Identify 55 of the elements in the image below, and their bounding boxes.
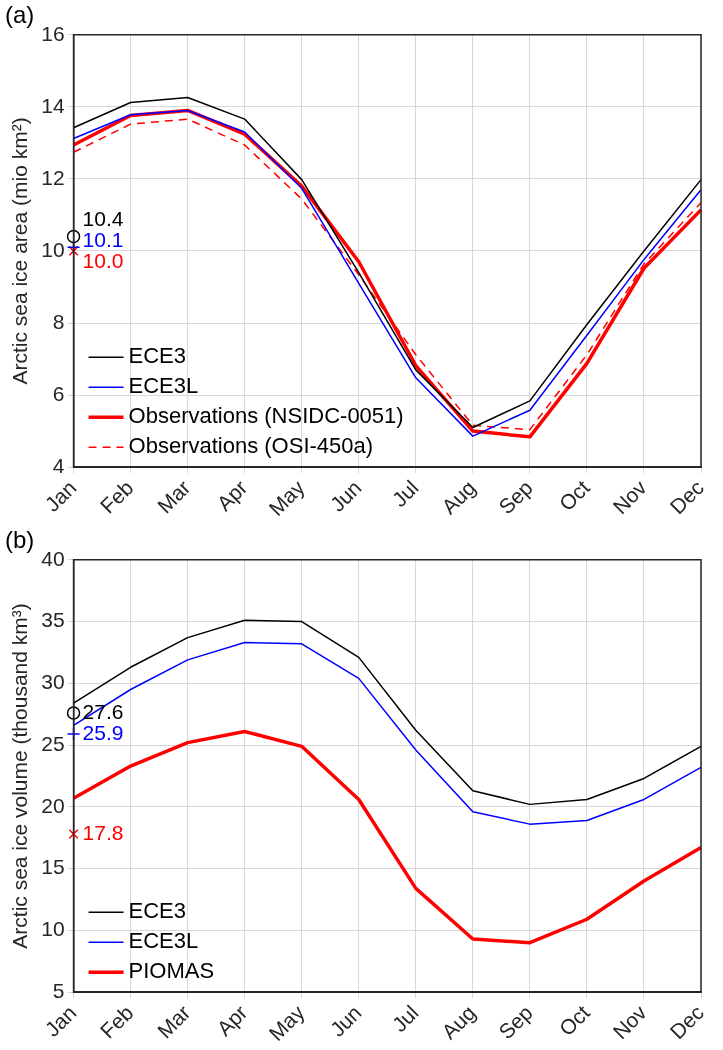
chart-title: (a) <box>5 1 35 29</box>
x-tick-label: Nov <box>608 1000 652 1044</box>
x-tick-label: Jan <box>40 1000 81 1041</box>
y-axis-title: Arctic sea ice area (mio km²) <box>8 117 32 385</box>
x-tick-label: Dec <box>665 1000 708 1044</box>
x-tick-label: Oct <box>554 475 594 516</box>
y-tick-label: 25 <box>41 731 65 755</box>
x-tick-label: Jan <box>40 475 81 516</box>
x-tick-label: Apr <box>212 475 252 516</box>
y-tick-label: 10 <box>41 917 65 941</box>
y-tick-label: 14 <box>41 93 65 117</box>
x-tick-label: Aug <box>437 475 480 519</box>
x-tick-label: Feb <box>95 475 138 518</box>
x-tick-label: Dec <box>665 475 708 519</box>
y-tick-label: 4 <box>52 453 65 477</box>
data-label: 10.0 <box>82 249 124 273</box>
x-tick-label: May <box>264 1000 309 1046</box>
x-tick-label: Sep <box>494 1000 537 1044</box>
y-axis-title: Arctic sea ice volume (thousand km³) <box>8 603 32 949</box>
legend-label: PIOMAS <box>128 958 215 984</box>
legend-label: Observations (NSIDC-0051) <box>128 403 404 429</box>
x-tick-label: Aug <box>437 1000 480 1044</box>
y-tick-label: 16 <box>41 21 65 45</box>
legend-label: Observations (OSI-450a) <box>128 433 374 459</box>
y-tick-label: 30 <box>41 670 65 694</box>
legend-label: ECE3L <box>128 373 199 399</box>
data-label: 10.1 <box>82 228 124 252</box>
x-tick-label: Jun <box>325 475 366 516</box>
y-tick-label: 40 <box>41 546 65 570</box>
y-tick-label: 15 <box>41 855 65 879</box>
data-label: 25.9 <box>82 720 124 744</box>
legend-label: ECE3 <box>128 898 187 924</box>
x-tick-label: Oct <box>554 1000 594 1041</box>
y-tick-label: 12 <box>41 165 65 189</box>
x-tick-label: Sep <box>494 475 537 519</box>
x-tick-label: Feb <box>95 1000 138 1043</box>
x-tick-label: May <box>264 475 309 521</box>
y-tick-label: 5 <box>52 978 65 1002</box>
y-tick-label: 10 <box>41 237 65 261</box>
y-tick-label: 35 <box>41 608 65 632</box>
x-tick-label: Mar <box>152 475 195 518</box>
x-tick-label: Mar <box>152 1000 195 1043</box>
data-label: 17.8 <box>82 820 124 844</box>
y-tick-label: 8 <box>52 309 65 333</box>
legend-label: ECE3 <box>128 343 187 369</box>
legend-label: ECE3L <box>128 928 199 954</box>
x-tick-label: Jul <box>387 475 423 511</box>
x-tick-label: Jun <box>325 1000 366 1041</box>
x-tick-label: Nov <box>608 475 652 519</box>
y-tick-label: 20 <box>41 793 65 817</box>
x-tick-label: Apr <box>212 1000 252 1041</box>
x-tick-label: Jul <box>387 1000 423 1036</box>
chart-title: (b) <box>5 526 35 554</box>
y-tick-label: 6 <box>52 381 65 405</box>
data-label: 10.4 <box>82 207 124 231</box>
